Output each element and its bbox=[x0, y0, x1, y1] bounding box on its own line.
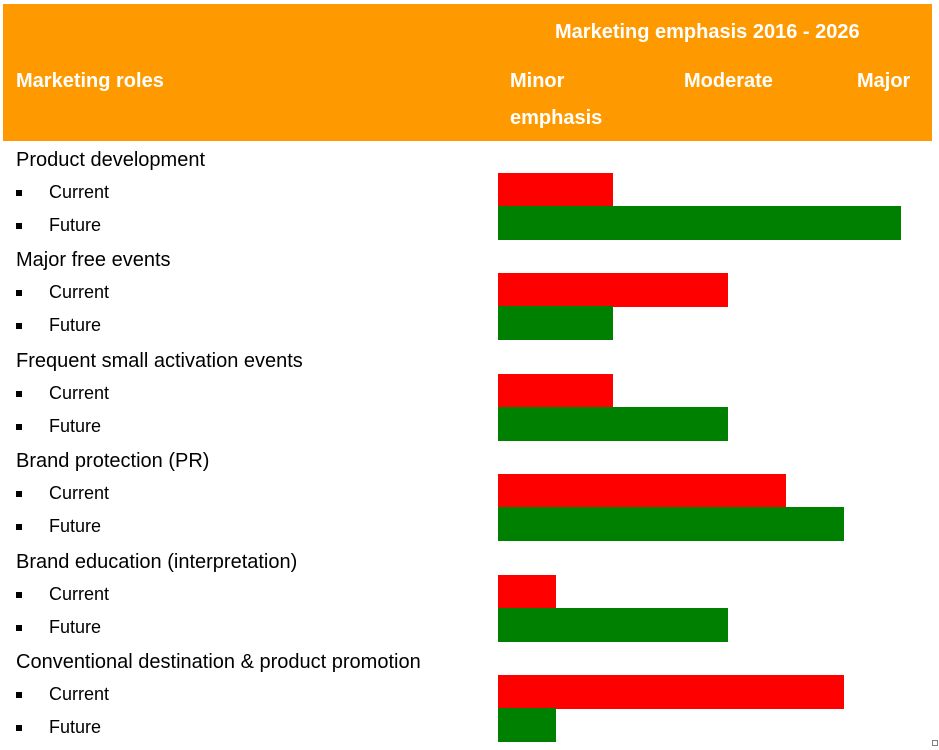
bar-current bbox=[498, 273, 729, 308]
scale-label-major: Major bbox=[857, 70, 911, 92]
chart-header: Marketing emphasis 2016 - 2026 Marketing… bbox=[3, 4, 932, 141]
series-label-text: Future bbox=[49, 717, 102, 737]
category-label: Conventional destination & product promo… bbox=[16, 651, 421, 673]
category-label: Brand education (interpretation) bbox=[16, 550, 298, 573]
bullet-icon bbox=[16, 591, 22, 598]
series-label-text: Current bbox=[49, 483, 110, 504]
series-label-text: Current bbox=[49, 282, 110, 303]
series-label-text: Current bbox=[49, 382, 110, 403]
series-label-text: Future bbox=[49, 315, 102, 336]
bar-current bbox=[498, 173, 614, 207]
series-label-text: Future bbox=[49, 516, 102, 537]
bullet-icon bbox=[16, 423, 22, 430]
bar-current bbox=[498, 474, 786, 509]
bar-future bbox=[498, 708, 556, 742]
category-label: Brand protection (PR) bbox=[16, 450, 210, 473]
bar-future bbox=[498, 507, 844, 542]
bar-current bbox=[498, 574, 556, 609]
bar-current bbox=[498, 373, 614, 408]
chart-title: Marketing emphasis 2016 - 2026 bbox=[555, 21, 860, 43]
roles-column-label: Marketing roles bbox=[16, 70, 164, 92]
bar-future bbox=[498, 206, 902, 240]
bullet-icon bbox=[16, 223, 22, 229]
category-label: Frequent small activation events bbox=[16, 349, 303, 372]
scale-label-minor-emphasis: emphasis bbox=[510, 107, 603, 129]
series-label-text: Future bbox=[49, 616, 102, 637]
bar-current bbox=[498, 675, 844, 709]
series-label-text: Current bbox=[49, 684, 110, 704]
bar-future bbox=[498, 406, 729, 441]
bullet-icon bbox=[16, 290, 22, 297]
bullet-icon bbox=[16, 323, 22, 330]
series-label-text: Future bbox=[49, 415, 102, 436]
bullet-icon bbox=[16, 491, 22, 498]
bullet-icon bbox=[16, 692, 22, 698]
series-label-text: Current bbox=[49, 583, 110, 604]
category-label: Product development bbox=[16, 149, 206, 171]
scale-label-moderate: Moderate bbox=[684, 70, 773, 92]
bar-future bbox=[498, 607, 729, 642]
bar-future bbox=[498, 306, 614, 341]
bullet-icon bbox=[16, 624, 22, 631]
bullet-icon bbox=[16, 390, 22, 397]
series-label-text: Future bbox=[49, 215, 102, 235]
bullet-icon bbox=[16, 725, 22, 731]
bullet-icon bbox=[16, 524, 22, 531]
series-label-text: Current bbox=[49, 182, 110, 202]
category-label: Major free events bbox=[16, 249, 171, 272]
bullet-icon bbox=[16, 190, 22, 196]
resize-handle-icon[interactable] bbox=[932, 740, 938, 746]
scale-label-minor: Minor bbox=[510, 70, 565, 92]
